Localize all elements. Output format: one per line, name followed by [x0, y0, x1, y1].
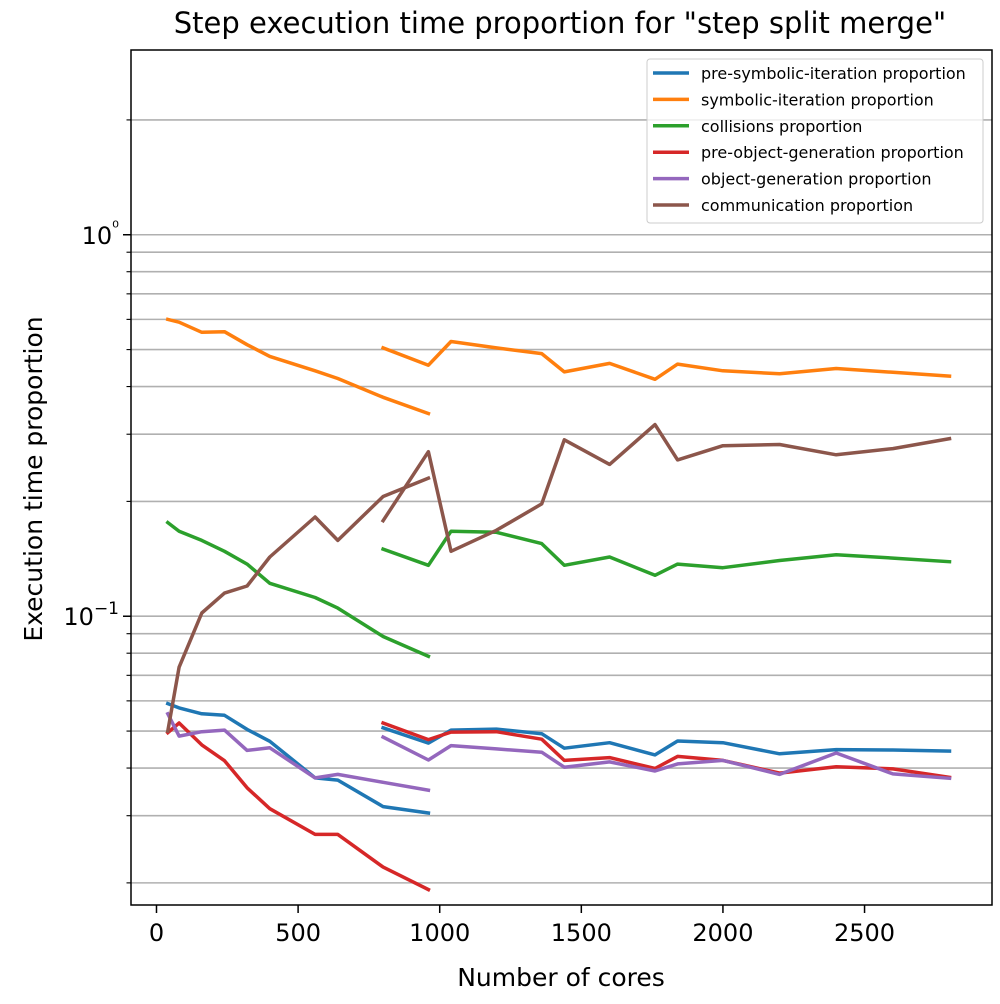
x-tick-label: 2000	[692, 919, 753, 947]
x-tick-label: 1000	[409, 919, 470, 947]
series-line	[380, 734, 952, 781]
axis-ticks: 0 500 1000 1500 2000 2500 10−1 10⁰	[63, 119, 895, 947]
y-axis-label: Execution time proportion	[19, 316, 48, 641]
legend-label: pre-object-generation proportion	[701, 143, 964, 162]
plot-frame	[130, 49, 993, 906]
series-line	[165, 711, 431, 793]
legend-label: communication proportion	[701, 196, 913, 215]
legend-label: collisions proportion	[701, 117, 862, 136]
series-line	[380, 529, 952, 578]
series-line	[380, 725, 952, 757]
series-lines	[165, 317, 952, 892]
x-tick-label: 1500	[551, 919, 612, 947]
series-line	[380, 339, 952, 382]
y-tick-label: 10−1	[63, 599, 119, 631]
legend-label: symbolic-iteration proportion	[701, 90, 934, 109]
legend-label: pre-symbolic-iteration proportion	[701, 64, 966, 83]
chart-title: Step execution time proportion for "step…	[174, 6, 947, 40]
series-line	[165, 701, 431, 815]
legend: pre-symbolic-iteration proportion symboli…	[646, 58, 984, 224]
series-line	[380, 422, 952, 554]
series-line	[165, 475, 431, 734]
x-tick-label: 500	[275, 919, 321, 947]
legend-box	[646, 58, 984, 224]
series-line	[380, 720, 952, 780]
x-tick-label: 2500	[834, 919, 895, 947]
grid-lines	[131, 119, 992, 884]
legend-label: object-generation proportion	[701, 170, 932, 189]
x-axis-label: Number of cores	[457, 963, 665, 992]
x-tick-label: 0	[149, 919, 164, 947]
series-line	[165, 520, 431, 659]
series-line	[165, 317, 431, 416]
y-tick-label: 10⁰	[82, 218, 120, 250]
